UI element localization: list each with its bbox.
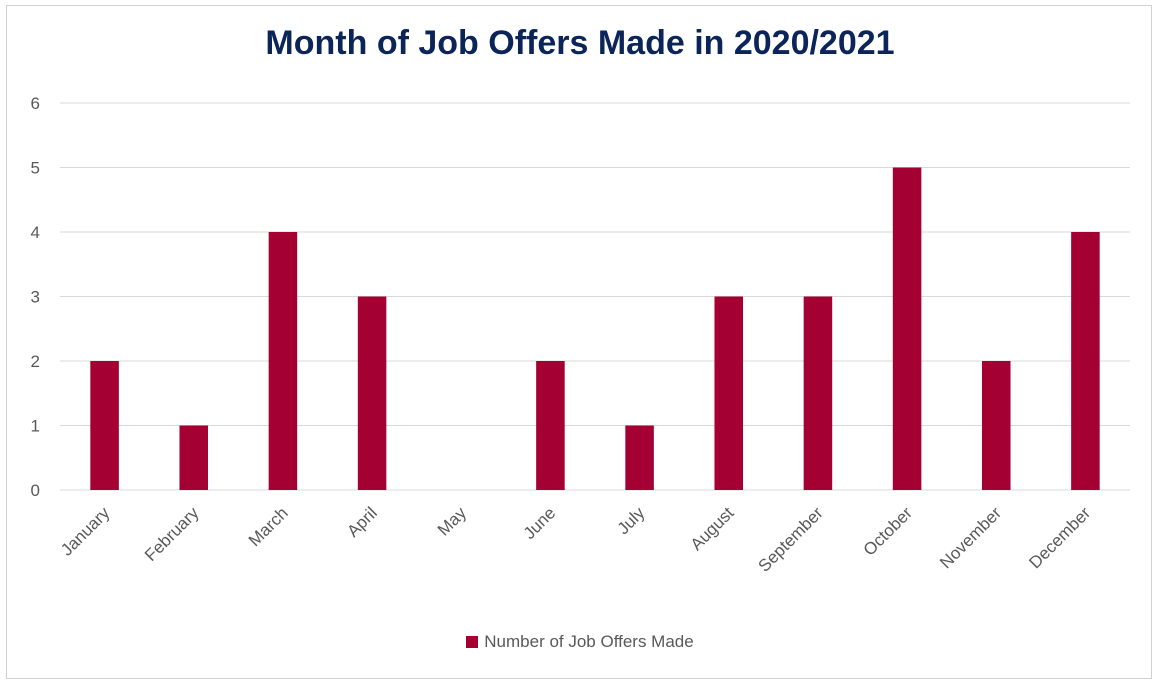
x-tick-label: October	[860, 503, 916, 559]
bar-january	[90, 361, 119, 490]
x-tick-label: September	[754, 503, 826, 575]
x-tick-label: November	[936, 503, 1005, 572]
x-tick-label: February	[141, 503, 203, 565]
bar-december	[1071, 232, 1100, 490]
bar-august	[714, 296, 744, 490]
bar-march	[268, 232, 298, 490]
y-tick-label: 5	[31, 159, 40, 178]
chart-title: Month of Job Offers Made in 2020/2021	[265, 24, 895, 62]
bar-february	[179, 425, 209, 490]
x-tick-label: January	[57, 503, 114, 560]
legend: Number of Job Offers Made	[0, 632, 1160, 652]
x-tick-label: June	[520, 503, 560, 543]
x-tick-label: March	[245, 503, 292, 550]
bar-october	[892, 167, 922, 490]
bar-july	[625, 425, 654, 490]
bar-april	[357, 296, 387, 490]
x-tick-label: April	[343, 503, 380, 540]
x-tick-label: December	[1025, 503, 1094, 572]
chart-frame	[6, 5, 1152, 679]
legend-label: Number of Job Offers Made	[484, 632, 694, 651]
x-tick-label: May	[434, 503, 470, 539]
y-tick-label: 1	[31, 417, 40, 436]
bars	[90, 167, 1100, 490]
bar-june	[536, 361, 565, 490]
y-axis-ticks: 0 1 2 3 4 5 6	[31, 94, 40, 500]
y-tick-label: 6	[31, 94, 40, 113]
y-tick-label: 4	[31, 223, 40, 242]
x-axis-ticks: January February March April May June July Augu…	[57, 503, 1094, 576]
bar-november	[981, 361, 1011, 490]
y-tick-label: 0	[31, 481, 40, 500]
y-tick-label: 3	[31, 288, 40, 307]
gridlines	[60, 102, 1130, 491]
x-tick-label: August	[687, 503, 738, 554]
bar-september	[803, 296, 833, 490]
legend-swatch	[466, 636, 479, 648]
y-tick-label: 2	[31, 352, 40, 371]
x-tick-label: July	[614, 503, 649, 538]
